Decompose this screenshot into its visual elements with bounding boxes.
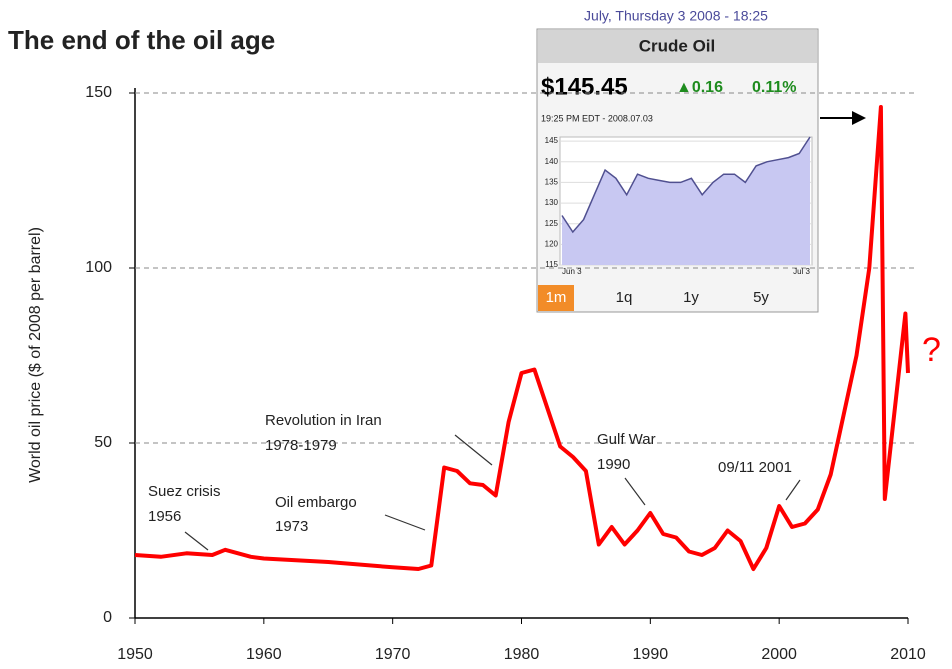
annotation: 1978-1979	[265, 437, 337, 454]
range-button-bg	[538, 285, 574, 311]
annotation: Oil embargo	[275, 494, 357, 511]
inset-y-tick-label: 140	[545, 157, 559, 166]
annotation: Gulf War	[597, 431, 656, 448]
y-axis-label: World oil price ($ of 2008 per barrel)	[27, 227, 44, 483]
arrow	[820, 111, 866, 125]
widget-subtitle: 19:25 PM EDT - 2008.07.03	[541, 113, 653, 123]
inset-y-tick-label: 120	[545, 239, 559, 248]
widget-change: ▲0.16	[676, 79, 723, 96]
annotation: 1990	[597, 456, 630, 473]
price-line	[134, 105, 910, 571]
y-tick-label: 150	[85, 84, 112, 101]
x-tick-label: 1970	[375, 646, 411, 663]
inset-area	[562, 137, 810, 265]
inset-y-tick-label: 115	[545, 260, 558, 269]
leader-line	[624, 477, 646, 506]
y-tick-label: 0	[103, 609, 112, 626]
arrow-head	[852, 111, 866, 125]
x-tick-label: 2000	[761, 646, 797, 663]
x-tick-label: 2010	[890, 646, 926, 663]
widget-title-bar	[538, 30, 817, 63]
inset-x-tick-label: Jun 3	[562, 267, 582, 276]
x-tick-label: 1980	[504, 646, 540, 663]
leader-line	[184, 531, 209, 551]
widget-title: Crude Oil	[639, 36, 716, 55]
leader-line	[785, 479, 801, 501]
chart-title: The end of the oil age	[8, 25, 275, 55]
inset-line	[561, 136, 811, 234]
annotation: 1956	[148, 508, 181, 525]
inset-y-tick-label: 135	[545, 178, 559, 187]
leader-line	[454, 434, 493, 466]
range-button[interactable]: 1y	[683, 289, 699, 306]
y-tick-label: 50	[94, 434, 112, 451]
range-button[interactable]: 5y	[753, 289, 769, 306]
annotation: 1973	[275, 518, 308, 535]
y-tick-label: 100	[85, 259, 112, 276]
widget-price: $145.45	[541, 73, 628, 100]
x-tick-label: 1960	[246, 646, 282, 663]
annotation: ?	[922, 331, 941, 369]
annotation: Revolution in Iran	[265, 412, 382, 429]
inset-x-tick-label: Jul 3	[793, 267, 810, 276]
x-tick-label: 1950	[117, 646, 153, 663]
inset-y-tick-label: 130	[545, 198, 559, 207]
annotation: 09/11 2001	[718, 459, 792, 476]
range-button[interactable]: 1m	[546, 289, 567, 306]
annotation: Suez crisis	[148, 483, 221, 500]
inset-y-tick-label: 125	[545, 219, 559, 228]
widget-change-pct: 0.11%	[752, 79, 796, 96]
inset-y-tick-label: 145	[545, 136, 559, 145]
range-button[interactable]: 1q	[616, 289, 633, 306]
leader-lines	[184, 434, 801, 551]
x-tick-label: 1990	[633, 646, 669, 663]
leader-line	[384, 514, 426, 531]
widget-caption: July, Thursday 3 2008 - 18:25	[584, 8, 768, 24]
